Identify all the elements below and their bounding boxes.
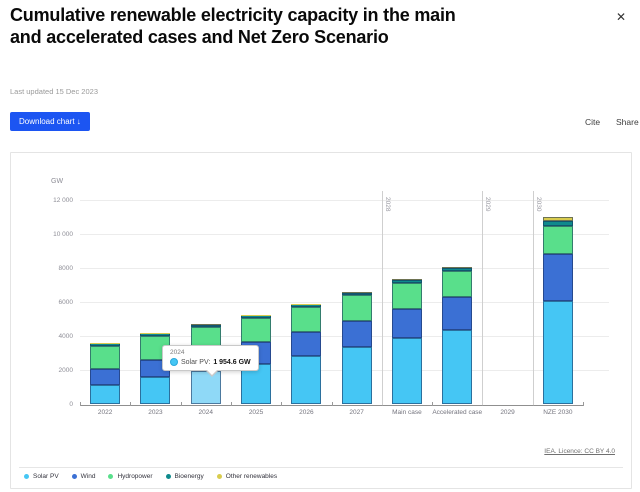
bar-segment-2023-bioenergy[interactable] — [140, 333, 171, 336]
attribution-link[interactable]: IEA. Licence: CC BY 4.0 — [544, 448, 615, 455]
legend-item-solar-pv[interactable]: Solar PV — [24, 473, 59, 480]
legend-item-other-renewables[interactable]: Other renewables — [216, 473, 278, 480]
x-category-label-2024: 2024 — [198, 409, 213, 416]
x-category-label-2025: 2025 — [248, 409, 264, 416]
legend-label: Hydropower — [117, 473, 153, 480]
hydropower-legend-dot-icon — [108, 474, 114, 479]
y-tick-label: 10 000 — [53, 230, 73, 238]
y-tick-label: 6000 — [58, 298, 73, 306]
bar-segment-2026-wind[interactable] — [291, 332, 322, 357]
bar-segment-2027-bioenergy[interactable] — [341, 292, 372, 296]
legend-label: Bioenergy — [174, 473, 204, 480]
bar-segment-2022-wind[interactable] — [90, 369, 121, 385]
bar-segment-accelerated-case-bioenergy[interactable] — [442, 267, 473, 271]
y-tick-label: 2000 — [58, 366, 73, 374]
bar-segment-2027-wind[interactable] — [341, 321, 372, 348]
reference-line-label-2029: 2029 — [484, 197, 492, 212]
reference-line-label-2030: 2030 — [534, 197, 542, 212]
bar-segment-2025-hydropower[interactable] — [241, 317, 272, 343]
x-category-label-2023: 2023 — [148, 409, 163, 416]
x-axis-tick — [432, 401, 434, 406]
y-tick-label: 0 — [69, 401, 73, 408]
legend-label: Solar PV — [33, 473, 59, 480]
legend-label: Other renewables — [225, 473, 278, 480]
x-category-label-2022: 2022 — [97, 409, 113, 416]
gridline-y10000 — [80, 234, 609, 236]
bar-segment-2026-hydropower[interactable] — [291, 307, 322, 333]
download-chart-button[interactable]: Download chart ↓ — [10, 112, 90, 131]
reference-line-label-2028: 2028 — [383, 197, 391, 212]
x-axis-tick — [180, 401, 182, 406]
reference-line-2030 — [532, 191, 534, 405]
bar-segment-main-case-wind[interactable] — [391, 308, 422, 338]
bar-segment-2024-solar-pv[interactable] — [190, 371, 221, 405]
x-category-label-2026: 2026 — [299, 409, 314, 416]
gridline-y12000 — [80, 200, 609, 201]
x-axis-tick — [80, 401, 81, 406]
chart-legend: Solar PV Wind Hydropower Bioenergy Other ren… — [24, 473, 277, 480]
y-axis-unit-label: GW — [51, 178, 64, 185]
bar-segment-nze-2030-bioenergy[interactable] — [542, 221, 573, 227]
y-tick-label: 8000 — [58, 264, 73, 272]
legend-item-hydropower[interactable]: Hydropower — [108, 473, 153, 480]
chart-tooltip: 2024 Solar PV: 1 954.6 GW — [162, 345, 259, 377]
x-axis-tick — [230, 401, 232, 406]
bar-segment-2022-hydropower[interactable] — [90, 345, 121, 370]
bar-segment-nze-2030-hydropower[interactable] — [542, 226, 573, 254]
chart-card: GW 12 000 10 000 8000 6000 4000 2000 0 2022 2023… — [10, 152, 632, 489]
reference-line-2029 — [482, 191, 484, 405]
x-category-label-2029: 2029 — [500, 409, 515, 416]
reference-line-2028 — [381, 191, 383, 405]
close-icon[interactable]: ✕ — [616, 10, 627, 24]
x-category-label-accelerated-case: Accelerated case — [432, 409, 483, 416]
solar-pv-legend-dot-icon — [24, 474, 29, 479]
share-link[interactable]: Share — [616, 117, 639, 127]
bar-segment-2024-bioenergy[interactable] — [190, 324, 221, 328]
other-renewables-legend-dot-icon — [216, 474, 222, 479]
bar-segment-2027-hydropower[interactable] — [341, 295, 372, 322]
cite-link[interactable]: Cite — [585, 117, 601, 127]
legend-label: Wind — [80, 473, 96, 480]
bar-segment-2022-solar-pv[interactable] — [90, 384, 121, 405]
wind-legend-dot-icon — [71, 474, 77, 479]
solar-pv-marker-icon — [170, 358, 178, 366]
x-axis-tick — [583, 401, 584, 406]
bar-segment-accelerated-case-hydropower[interactable] — [442, 270, 473, 298]
bar-segment-2025-bioenergy[interactable] — [241, 314, 272, 318]
bar-segment-2026-bioenergy[interactable] — [291, 304, 322, 308]
legend-item-bioenergy[interactable]: Bioenergy — [165, 473, 204, 480]
x-category-label-nze-2030: NZE 2030 — [543, 409, 573, 416]
tooltip-category: 2024 — [170, 349, 185, 356]
gridline-y8000 — [80, 268, 609, 270]
tooltip-value: 1 954.6 GW — [213, 358, 251, 366]
bar-segment-accelerated-case-solar-pv[interactable] — [442, 330, 473, 405]
bar-segment-accelerated-case-wind[interactable] — [442, 297, 473, 331]
bar-segment-main-case-hydropower[interactable] — [391, 282, 422, 309]
legend-item-wind[interactable]: Wind — [71, 473, 96, 480]
tooltip-series-label: Solar PV: — [181, 358, 211, 366]
y-tick-label: 4000 — [58, 332, 73, 340]
page-title: Cumulative renewable electricity capacit… — [10, 5, 456, 47]
bar-segment-2023-solar-pv[interactable] — [140, 377, 171, 405]
bar-segment-main-case-bioenergy[interactable] — [391, 279, 422, 283]
x-axis-tick — [331, 401, 333, 406]
last-updated: Last updated 15 Dec 2023 — [10, 87, 98, 96]
x-category-label-main-case: Main case — [392, 409, 422, 416]
x-axis-tick — [281, 401, 283, 406]
bioenergy-legend-dot-icon — [165, 474, 171, 479]
legend-divider — [19, 467, 623, 468]
bar-segment-main-case-solar-pv[interactable] — [391, 337, 422, 405]
bar-segment-2026-solar-pv[interactable] — [291, 356, 322, 405]
bar-segment-nze-2030-wind[interactable] — [542, 253, 573, 301]
bar-segment-2022-bioenergy[interactable] — [90, 343, 121, 346]
x-axis-tick — [130, 401, 132, 406]
bar-segment-nze-2030-other-renewables[interactable] — [542, 217, 573, 222]
bar-segment-nze-2030-solar-pv[interactable] — [542, 300, 573, 405]
bar-segment-2027-solar-pv[interactable] — [341, 347, 372, 405]
y-tick-label: 12 000 — [53, 196, 73, 204]
x-category-label-2027: 2027 — [349, 409, 364, 416]
